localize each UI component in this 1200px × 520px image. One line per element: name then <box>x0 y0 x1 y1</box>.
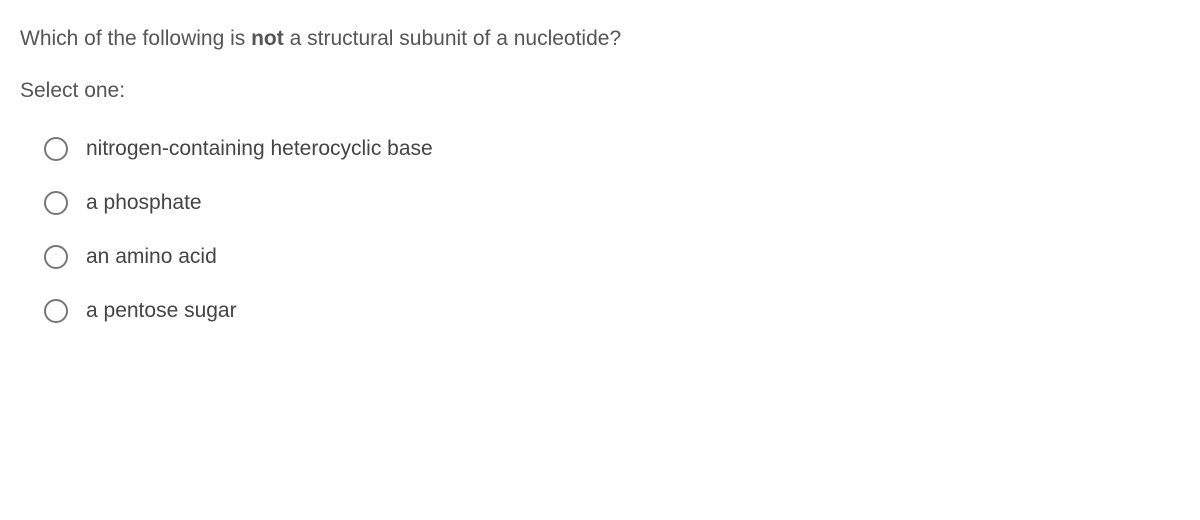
option-row[interactable]: nitrogen-containing heterocyclic base <box>44 137 1180 161</box>
option-row[interactable]: a pentose sugar <box>44 299 1180 323</box>
radio-icon[interactable] <box>44 191 68 215</box>
radio-icon[interactable] <box>44 299 68 323</box>
select-prompt: Select one: <box>20 79 1180 103</box>
option-row[interactable]: an amino acid <box>44 245 1180 269</box>
option-row[interactable]: a phosphate <box>44 191 1180 215</box>
question-emphasis: not <box>251 27 284 50</box>
question-text: Which of the following is not a structur… <box>20 24 1180 53</box>
question-suffix: a structural subunit of a nucleotide? <box>284 27 621 50</box>
radio-icon[interactable] <box>44 245 68 269</box>
radio-icon[interactable] <box>44 137 68 161</box>
option-label: a pentose sugar <box>86 299 237 323</box>
option-label: a phosphate <box>86 191 202 215</box>
question-prefix: Which of the following is <box>20 27 251 50</box>
option-label: an amino acid <box>86 245 217 269</box>
option-label: nitrogen-containing heterocyclic base <box>86 137 433 161</box>
options-container: nitrogen-containing heterocyclic base a … <box>20 137 1180 323</box>
